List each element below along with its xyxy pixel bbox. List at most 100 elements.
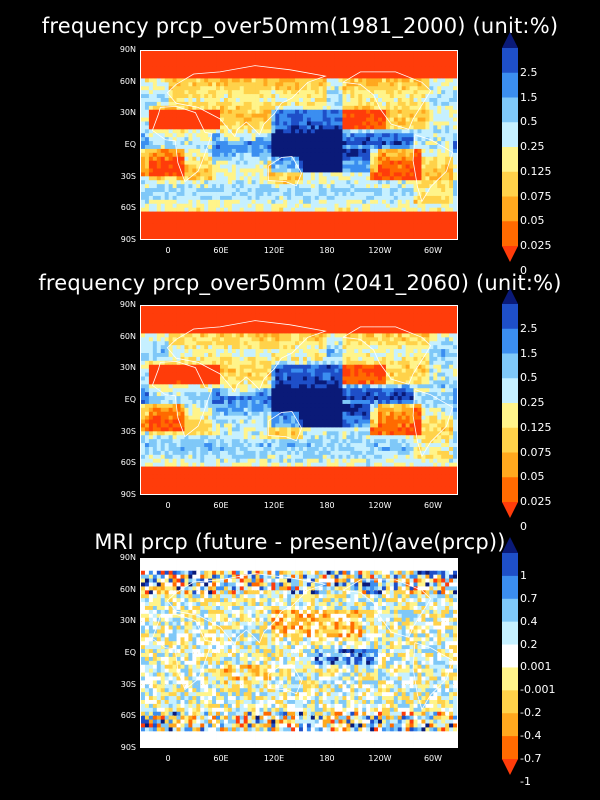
- colorbar: [502, 288, 518, 518]
- lon-tick-label: 0: [165, 246, 171, 255]
- coastline: [151, 105, 213, 183]
- lat-tick-label: 90S: [120, 743, 136, 752]
- coastline: [166, 65, 327, 138]
- lat-tick-label: 60N: [119, 76, 136, 86]
- lon-tick-label: 0: [165, 501, 171, 510]
- colorbar-label: -0.2: [520, 706, 542, 720]
- lat-tick-label: 90S: [120, 235, 136, 244]
- colorbar-swatch: [502, 196, 518, 222]
- lon-tick-label: 60E: [213, 754, 229, 763]
- lon-tick-label: 60E: [213, 246, 229, 255]
- lon-tick-label: 60W: [423, 501, 443, 510]
- colorbar-label: 0.4: [520, 614, 538, 628]
- lon-tick-label: 120W: [368, 501, 392, 510]
- lat-tick-label: EQ: [124, 395, 136, 404]
- colorbar-label: 1: [520, 568, 527, 582]
- precip-change-map: [140, 558, 458, 748]
- colorbar-label: 0.025: [520, 495, 552, 508]
- lat-tick-label: 30N: [119, 108, 136, 118]
- lon-tick-label: 120E: [263, 246, 285, 255]
- lon-tick-label: 180: [319, 246, 335, 255]
- lat-tick-label: 60S: [120, 203, 136, 213]
- colorbar-label: 0.25: [520, 140, 545, 153]
- colorbar-label: 0.5: [520, 115, 538, 129]
- precip-frequency-map: [140, 305, 458, 495]
- colorbar-label: 2.5: [520, 321, 538, 335]
- colorbar-swatch: [502, 690, 518, 714]
- coastline: [151, 613, 213, 691]
- colorbar: [502, 32, 518, 262]
- lon-tick-label: 180: [319, 501, 335, 510]
- colorbar-label: -1: [520, 774, 531, 788]
- colorbar-label: 0.025: [520, 239, 552, 252]
- colorbar-swatch: [502, 598, 518, 623]
- lon-tick-label: 180: [319, 754, 335, 763]
- colorbar-label: 1.5: [520, 346, 538, 360]
- colorbar-swatch: [502, 736, 518, 760]
- colorbar-label: 0: [520, 263, 527, 277]
- colorbar-swatch: [502, 713, 518, 737]
- colorbar-swatch: [502, 427, 518, 453]
- coastline: [342, 326, 432, 385]
- colorbar-swatch: [502, 353, 518, 379]
- colorbar-swatch: [502, 452, 518, 478]
- lon-tick-label: 60W: [423, 246, 443, 255]
- lat-tick-label: 30S: [120, 679, 136, 689]
- colorbar-label: 1.5: [520, 90, 538, 104]
- panel-title: frequency prcp_over50mm(1981_2000) (unit…: [41, 14, 559, 38]
- lon-tick-label: 0: [165, 754, 171, 763]
- colorbar-label: -0.4: [520, 729, 542, 743]
- lon-tick-label: 120W: [368, 246, 392, 255]
- colorbar-arrow-top: [502, 32, 518, 48]
- colorbar-label: 0.125: [520, 420, 552, 434]
- lat-tick-label: 30N: [119, 363, 136, 373]
- coastline: [166, 573, 327, 646]
- colorbar-swatch: [502, 72, 518, 98]
- colorbar-label: 0.125: [520, 164, 552, 178]
- coastline: [342, 579, 432, 638]
- colorbar-label: 0.001: [520, 660, 552, 674]
- colorbar-label: -0.7: [520, 752, 542, 765]
- lon-tick-label: 60E: [213, 501, 229, 510]
- colorbar-swatch: [502, 221, 518, 247]
- coastline: [267, 664, 303, 695]
- coastline: [342, 71, 432, 130]
- colorbar-label: 0.075: [520, 189, 552, 203]
- colorbar-swatch: [502, 97, 518, 123]
- lat-tick-label: 30S: [120, 426, 136, 436]
- lat-tick-label: 90N: [119, 45, 136, 54]
- coastline: [412, 134, 454, 203]
- coastline: [267, 411, 303, 442]
- coastline: [412, 642, 454, 711]
- lon-tick-label: 120E: [263, 754, 285, 763]
- lon-tick-label: 120W: [368, 754, 392, 763]
- colorbar-label: 0.25: [520, 396, 545, 409]
- colorbar-label: 0.7: [520, 591, 538, 605]
- colorbar-arrow-bottom: [502, 759, 518, 775]
- precip-frequency-map: [140, 50, 458, 240]
- lat-tick-label: EQ: [124, 140, 136, 149]
- lat-tick-label: 60N: [119, 584, 136, 594]
- colorbar-swatch: [502, 48, 518, 74]
- colorbar-swatch: [502, 171, 518, 197]
- colorbar-swatch: [502, 621, 518, 646]
- colorbar-arrow-top: [502, 288, 518, 304]
- colorbar-label: 0.2: [520, 637, 538, 651]
- lon-tick-label: 120E: [263, 501, 285, 510]
- colorbar-arrow-bottom: [502, 246, 518, 262]
- colorbar-label: 0: [520, 519, 527, 533]
- lat-tick-label: 60S: [120, 458, 136, 468]
- colorbar-swatch: [502, 304, 518, 330]
- coastline: [412, 389, 454, 458]
- panel-title: frequency prcp_over50mm (2041_2060) (uni…: [38, 271, 562, 295]
- colorbar: [502, 537, 518, 775]
- coastline: [267, 156, 303, 187]
- panel-title: MRI prcp (future - present)/(ave(prcp)): [94, 530, 506, 554]
- colorbar-arrow-bottom: [502, 502, 518, 518]
- colorbar-arrow-top: [502, 537, 518, 553]
- colorbar-label: -0.001: [520, 683, 556, 697]
- coastline: [151, 360, 213, 438]
- lat-tick-label: 30N: [119, 616, 136, 626]
- lat-tick-label: 60S: [120, 711, 136, 721]
- lat-tick-label: 90S: [120, 490, 136, 499]
